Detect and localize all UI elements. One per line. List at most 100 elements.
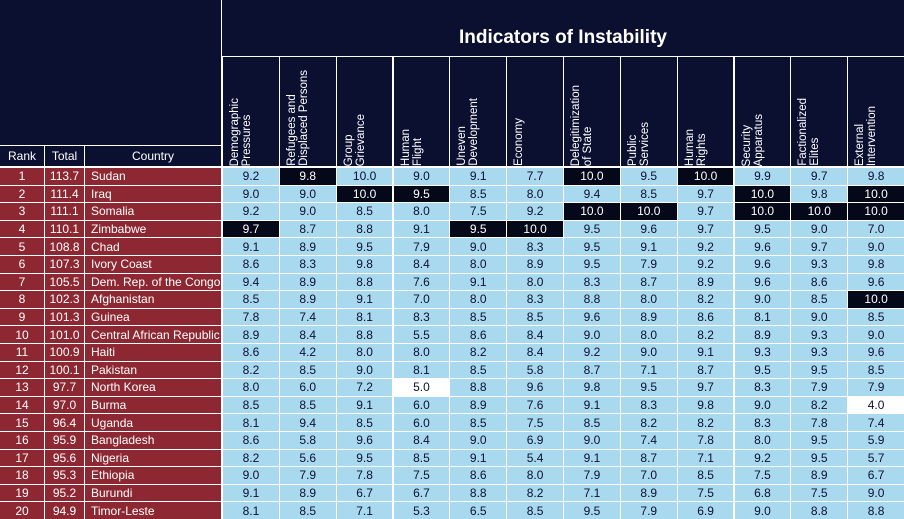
indicator-value: 9.1 — [564, 396, 620, 414]
indicator-value: 6.7 — [393, 484, 450, 502]
indicator-value: 8.5 — [791, 291, 848, 308]
indicator-value: 8.5 — [223, 396, 279, 414]
indicator-value: 9.5 — [336, 449, 393, 467]
rank: 4 — [0, 220, 44, 238]
indicator-value: 9.5 — [791, 361, 848, 379]
indicator-header: Economy — [507, 57, 563, 166]
indicator-value: 9.5 — [620, 168, 677, 185]
indicator-value: 8.2 — [791, 396, 848, 414]
indicator-value: 9.2 — [677, 238, 734, 255]
indicator-value: 4.0 — [848, 396, 904, 414]
indicator-value: 9.8 — [279, 168, 336, 185]
country: Ivory Coast — [85, 256, 221, 273]
indicator-value: 7.4 — [279, 308, 336, 326]
indicator-value: 7.5 — [393, 467, 450, 484]
indicator-value: 9.8 — [791, 185, 848, 203]
country: Burma — [85, 396, 221, 414]
indicator-value: 7.7 — [507, 168, 563, 185]
indicator-value: 9.2 — [507, 203, 563, 220]
total: 107.3 — [45, 256, 84, 273]
total: 97.7 — [45, 379, 84, 396]
indicator-value: 7.5 — [677, 484, 734, 502]
indicator-value: 8.5 — [393, 449, 450, 467]
total: 94.9 — [45, 502, 84, 519]
indicator-value: 8.4 — [393, 432, 450, 449]
indicator-value: 8.8 — [336, 220, 393, 238]
indicator-value: 8.7 — [564, 361, 620, 379]
indicator-value: 9.1 — [677, 344, 734, 361]
indicator-header: Human Flight — [393, 57, 450, 166]
total: 111.4 — [45, 185, 84, 203]
indicator-value: 9.6 — [336, 432, 393, 449]
indicator-value: 8.6 — [223, 344, 279, 361]
indicator-value: 9.6 — [734, 238, 791, 255]
indicator-value: 8.5 — [450, 185, 507, 203]
indicator-value: 8.5 — [677, 467, 734, 484]
rank: 7 — [0, 273, 44, 291]
indicator-value: 10.0 — [564, 203, 620, 220]
country: Chad — [85, 238, 221, 255]
indicator-value: 10.0 — [734, 185, 791, 203]
indicator-value: 8.6 — [223, 256, 279, 273]
indicator-value: 6.8 — [734, 484, 791, 502]
total: 96.4 — [45, 414, 84, 431]
rank: 11 — [0, 344, 44, 361]
indicator-value: 9.5 — [450, 220, 507, 238]
rank: 13 — [0, 379, 44, 396]
indicator-value: 10.0 — [507, 220, 563, 238]
indicator-value: 5.7 — [848, 449, 904, 467]
indicator-value: 9.3 — [791, 326, 848, 343]
indicator-value: 9.2 — [223, 203, 279, 220]
indicator-value: 9.6 — [620, 220, 677, 238]
indicator-value: 8.0 — [336, 344, 393, 361]
indicator-value: 9.1 — [223, 238, 279, 255]
indicator-value: 8.4 — [507, 326, 563, 343]
indicator-value: 8.1 — [223, 414, 279, 431]
indicator-value: 9.5 — [564, 238, 620, 255]
indicator-value: 8.0 — [507, 467, 563, 484]
indicator-value: 7.0 — [393, 291, 450, 308]
rank: 9 — [0, 308, 44, 326]
indicator-value: 8.8 — [336, 273, 393, 291]
indicator-value: 8.0 — [507, 273, 563, 291]
indicator-value: 9.0 — [791, 220, 848, 238]
indicator-value: 9.1 — [450, 449, 507, 467]
indicator-value: 9.8 — [848, 256, 904, 273]
indicator-value: 5.6 — [279, 449, 336, 467]
indicator-value: 7.9 — [393, 238, 450, 255]
rank: 12 — [0, 361, 44, 379]
indicator-value: 8.8 — [450, 484, 507, 502]
indicator-value: 8.8 — [336, 326, 393, 343]
indicator-value: 8.8 — [791, 502, 848, 519]
column-header: Rank — [0, 146, 44, 166]
indicator-label: Human Rights — [683, 128, 708, 166]
indicator-value: 9.5 — [791, 432, 848, 449]
total: 95.6 — [45, 449, 84, 467]
indicator-value: 8.5 — [450, 308, 507, 326]
indicator-value: 6.0 — [279, 379, 336, 396]
rank: 16 — [0, 432, 44, 449]
indicator-value: 8.5 — [507, 308, 563, 326]
indicator-value: 9.0 — [564, 432, 620, 449]
indicator-value: 9.0 — [734, 396, 791, 414]
indicator-value: 9.0 — [848, 238, 904, 255]
rank: 20 — [0, 502, 44, 519]
indicator-value: 10.0 — [848, 203, 904, 220]
indicator-value: 8.7 — [620, 273, 677, 291]
indicator-value: 4.2 — [279, 344, 336, 361]
indicator-value: 5.8 — [507, 361, 563, 379]
indicator-header: Uneven Development — [450, 57, 507, 166]
indicator-value: 9.5 — [393, 185, 450, 203]
indicator-value: 6.0 — [393, 396, 450, 414]
indicator-value: 7.9 — [620, 502, 677, 519]
indicator-value: 9.5 — [791, 449, 848, 467]
indicator-value: 7.8 — [336, 467, 393, 484]
rank: 2 — [0, 185, 44, 203]
indicator-value: 9.4 — [564, 185, 620, 203]
indicator-label: Human Flight — [399, 128, 424, 166]
indicator-value: 8.5 — [336, 414, 393, 431]
column-header: Country — [85, 146, 221, 166]
total: 97.0 — [45, 396, 84, 414]
rank: 3 — [0, 203, 44, 220]
indicator-value: 8.6 — [223, 432, 279, 449]
